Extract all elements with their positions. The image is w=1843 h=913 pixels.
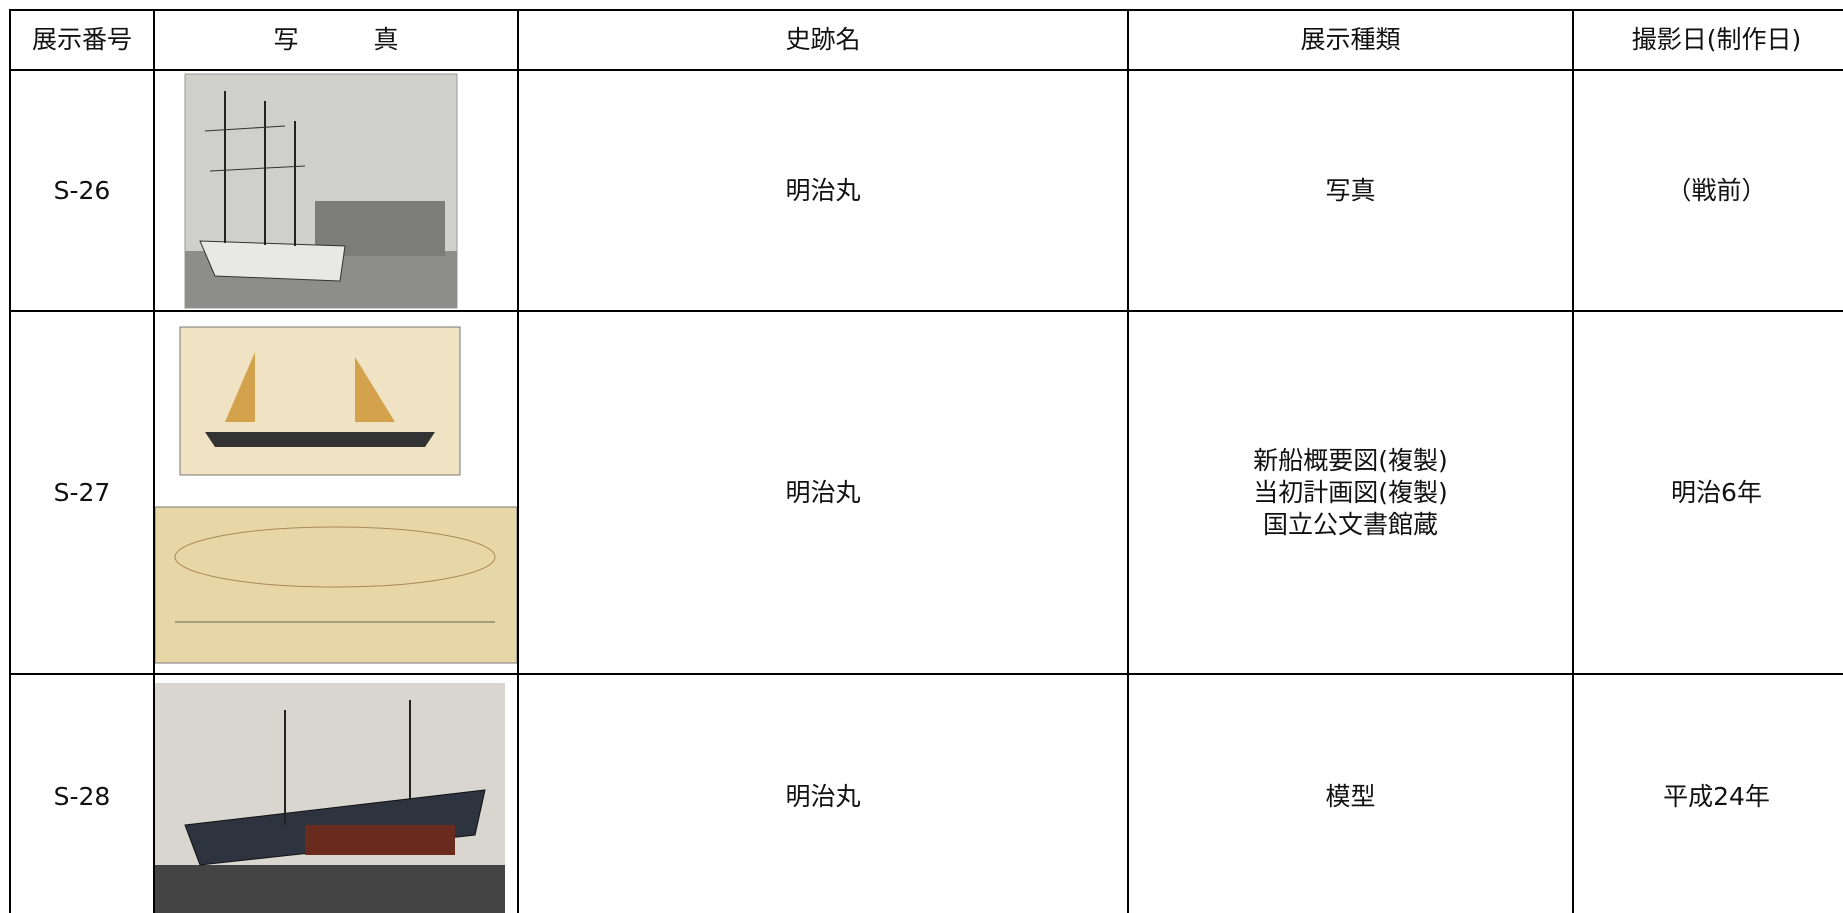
header-cell: 撮影日(制作日) bbox=[1572, 9, 1843, 71]
header-row: 展示番号 写 真 史跡名 展示種類 撮影日(制作日) bbox=[9, 9, 1843, 71]
row: S-27 明治丸 新船概要図(複製) 当初計画図(複製) 国立公文書館蔵 明治6… bbox=[9, 310, 1843, 675]
id-cell: S-27 bbox=[9, 310, 155, 675]
header-cell: 展示番号 bbox=[9, 9, 155, 71]
row: S-28 明治丸 模型 平成24年 bbox=[9, 673, 1843, 913]
date-cell: （戦前） bbox=[1572, 69, 1843, 312]
kind-cell: 写真 bbox=[1127, 69, 1574, 312]
header-cell: 写 真 bbox=[153, 9, 519, 71]
header-cell: 史跡名 bbox=[517, 9, 1129, 71]
site-cell: 明治丸 bbox=[517, 69, 1129, 312]
kind-cell: 模型 bbox=[1127, 673, 1574, 913]
site-cell: 明治丸 bbox=[517, 673, 1129, 913]
id-cell: S-28 bbox=[9, 673, 155, 913]
date-cell: 明治6年 bbox=[1572, 310, 1843, 675]
kind-line: 模型 bbox=[1325, 781, 1376, 811]
photo-cell bbox=[153, 69, 519, 312]
kind-line: 新船概要図(複製) bbox=[1253, 445, 1448, 475]
kind-line: 当初計画図(複製) bbox=[1253, 477, 1448, 507]
kind-cell: 新船概要図(複製) 当初計画図(複製) 国立公文書館蔵 bbox=[1127, 310, 1574, 675]
kind-line: 国立公文書館蔵 bbox=[1262, 509, 1438, 539]
date-cell: 平成24年 bbox=[1572, 673, 1843, 913]
photo bbox=[156, 326, 516, 664]
kind-line: 写真 bbox=[1325, 175, 1376, 205]
header-cell: 展示種類 bbox=[1127, 9, 1574, 71]
photo-cell bbox=[153, 310, 519, 675]
photo-cell bbox=[153, 673, 519, 913]
photo bbox=[156, 683, 505, 913]
id-cell: S-26 bbox=[9, 69, 155, 312]
row: S-26 明治丸 写真 （戦前） bbox=[9, 69, 1843, 312]
site-cell: 明治丸 bbox=[517, 310, 1129, 675]
exhibit-table: 展示番号 写 真 史跡名 展示種類 撮影日(制作日) S-26 明治丸 写真 （… bbox=[9, 9, 1843, 913]
photo bbox=[184, 73, 458, 309]
